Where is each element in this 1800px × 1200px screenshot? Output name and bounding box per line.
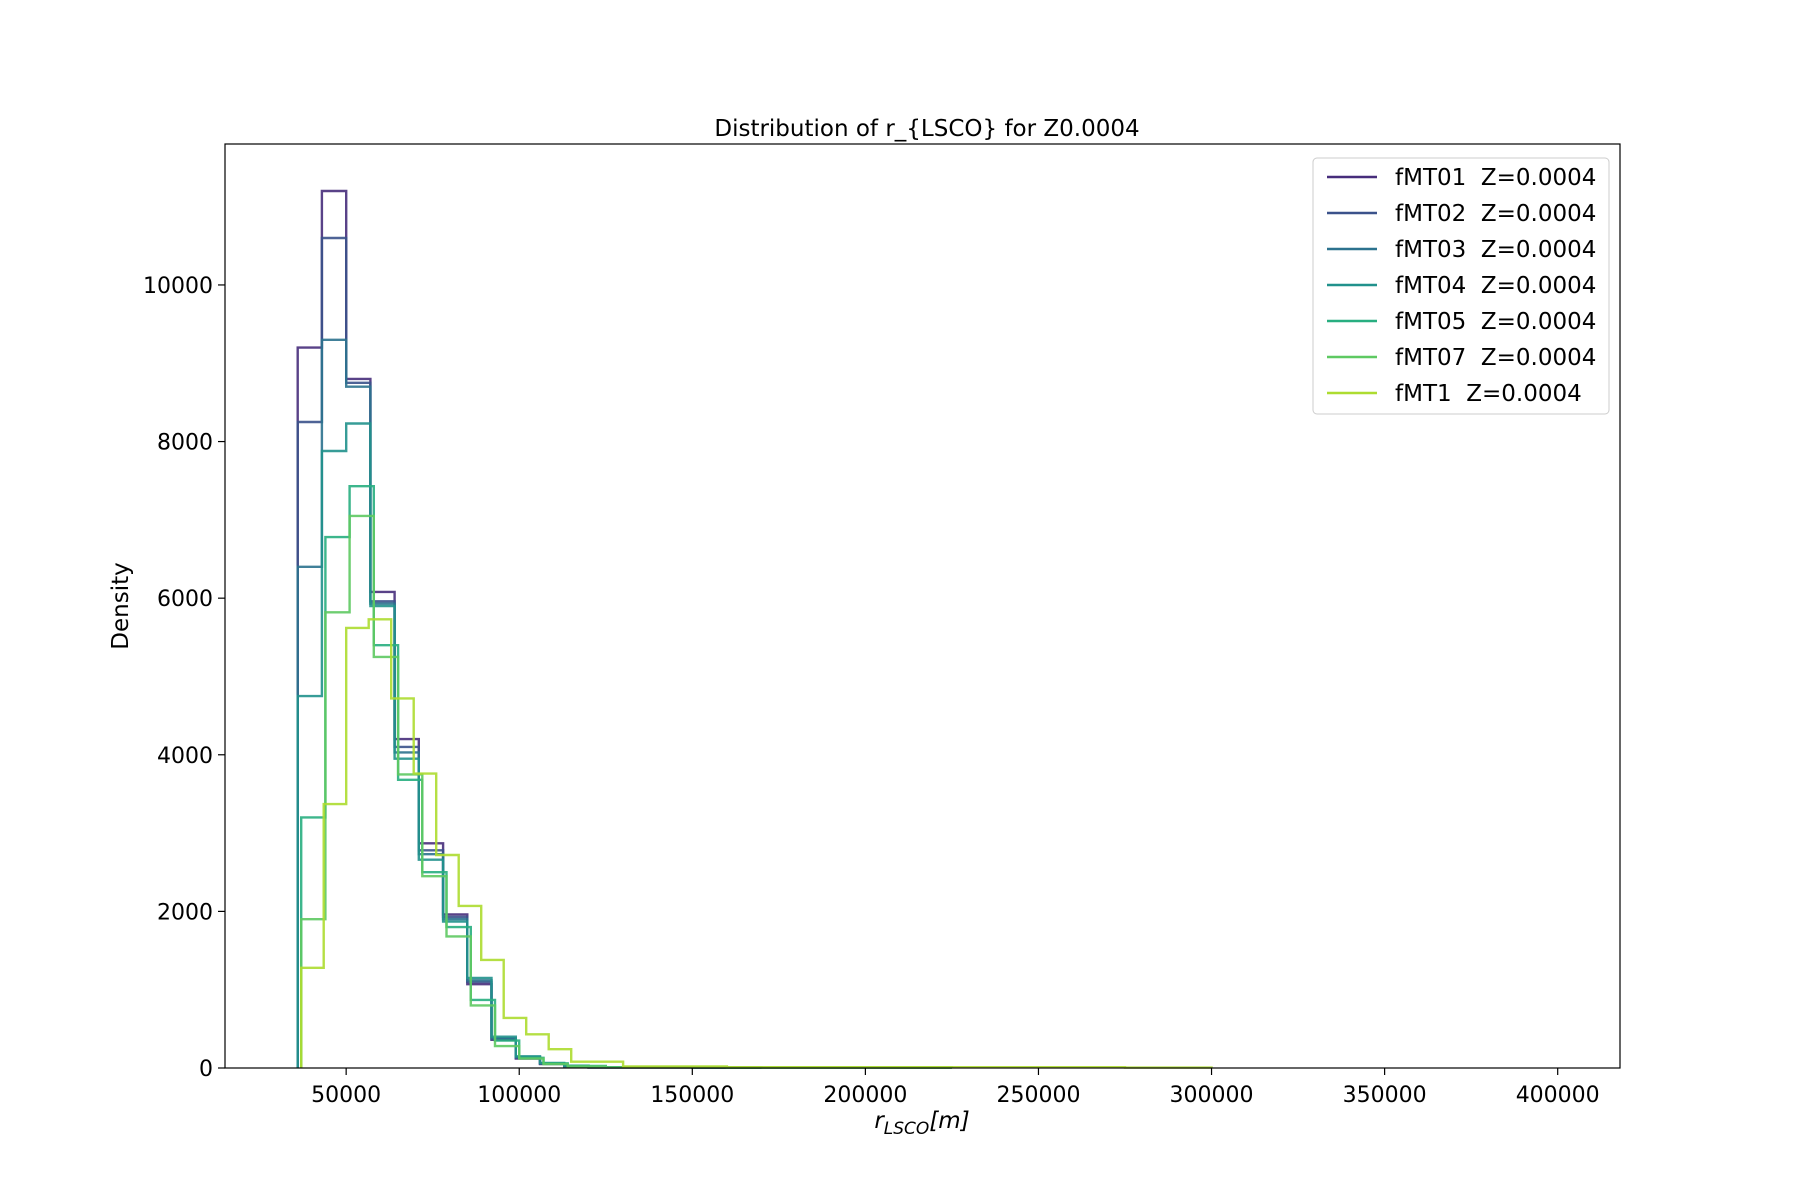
- x-axis-label-main: r: [874, 1108, 885, 1134]
- x-axis: 50000 100000 150000 200000 250000 300000 35000…: [311, 1068, 1600, 1108]
- y-axis-label: Density: [108, 562, 134, 649]
- plot-area-frame: [224, 143, 1621, 1069]
- legend-frame: [1312, 157, 1610, 415]
- x-tick-label: 50000: [311, 1083, 381, 1108]
- y-tick-label: 8000: [157, 431, 213, 456]
- chart-title: Distribution of r_{LSCO} for Z0.0004: [714, 116, 1139, 142]
- x-tick-label: 300000: [1170, 1083, 1254, 1108]
- legend-label-2: fMT02 Z=0.0004: [1395, 201, 1596, 227]
- y-tick-label: 6000: [157, 587, 213, 612]
- x-tick-label: 350000: [1343, 1083, 1427, 1108]
- legend-label-4: fMT04 Z=0.0004: [1395, 273, 1596, 299]
- series-line-2: [296, 236, 763, 1069]
- legend-label-5: fMT05 Z=0.0004: [1395, 309, 1596, 335]
- y-tick-label: 0: [199, 1057, 213, 1082]
- y-tick-label: 10000: [143, 274, 213, 299]
- x-axis-label: rLSCO[m]: [874, 1108, 969, 1139]
- series-layer: [296, 189, 1213, 1069]
- series-line-7: [300, 618, 1213, 1069]
- legend-label-6: fMT07 Z=0.0004: [1395, 345, 1596, 371]
- legend-items: fMT01 Z=0.0004 fMT02 Z=0.0004 fMT03 Z=0.00…: [1327, 165, 1596, 407]
- y-tick-label: 4000: [157, 744, 213, 769]
- x-axis-label-unit: [m]: [929, 1108, 969, 1134]
- legend-label-7: fMT1 Z=0.0004: [1395, 381, 1582, 407]
- series-line-5: [300, 485, 954, 1069]
- series-line-1: [296, 189, 763, 1069]
- y-tick-label: 2000: [157, 900, 213, 925]
- x-tick-label: 400000: [1516, 1083, 1600, 1108]
- x-tick-label: 200000: [823, 1083, 907, 1108]
- x-axis-label-subscript: LSCO: [884, 1119, 930, 1139]
- x-tick-label: 100000: [477, 1083, 561, 1108]
- series-line-6: [300, 514, 954, 1069]
- legend-label-1: fMT01 Z=0.0004: [1395, 165, 1596, 191]
- x-tick-label: 150000: [650, 1083, 734, 1108]
- x-tick-label: 250000: [996, 1083, 1080, 1108]
- legend: fMT01 Z=0.0004 fMT02 Z=0.0004 fMT03 Z=0.00…: [1312, 157, 1610, 415]
- y-axis: 0 2000 4000 6000 8000 10000: [143, 274, 225, 1082]
- series-line-4: [296, 422, 763, 1069]
- legend-label-3: fMT03 Z=0.0004: [1395, 237, 1596, 263]
- series-line-3: [296, 338, 763, 1069]
